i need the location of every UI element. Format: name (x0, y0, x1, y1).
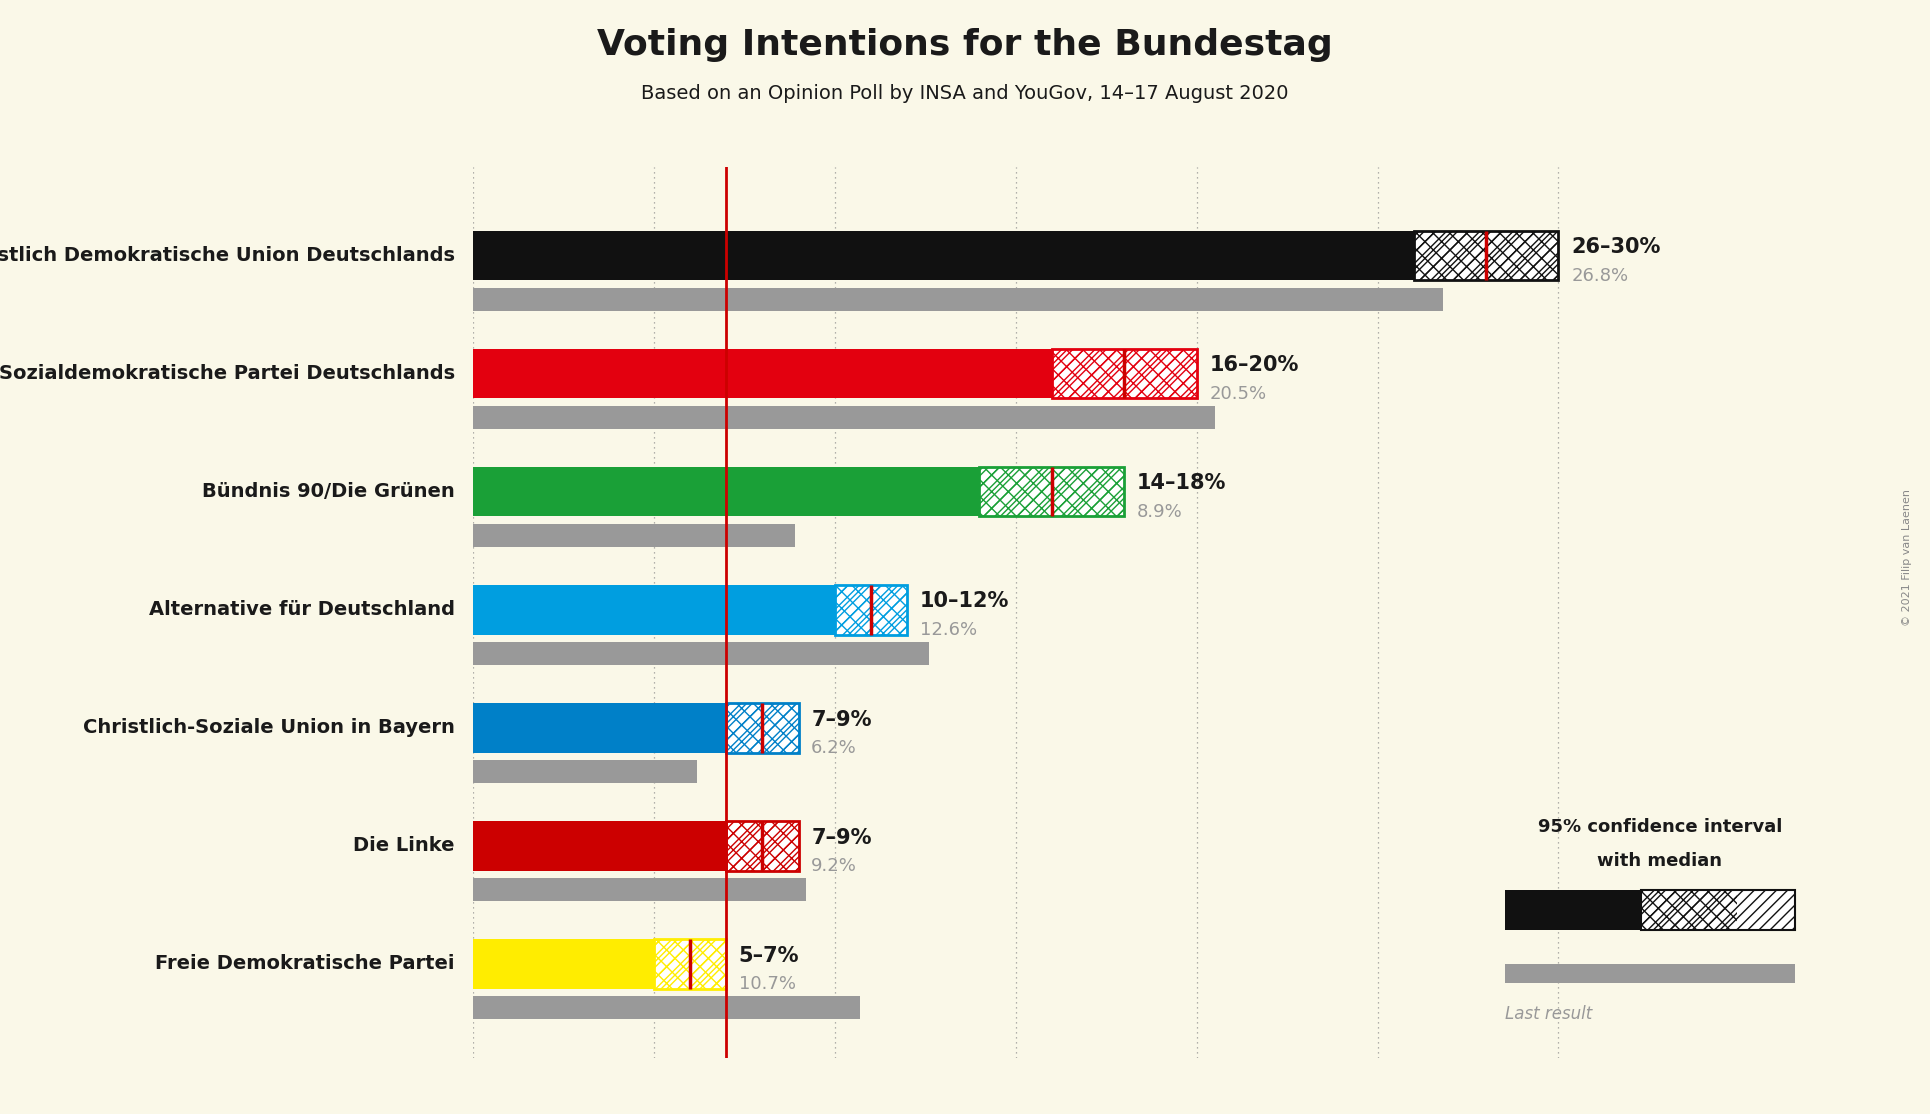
Text: 26.8%: 26.8% (1571, 266, 1629, 285)
Text: Based on an Opinion Poll by INSA and YouGov, 14–17 August 2020: Based on an Opinion Poll by INSA and You… (641, 84, 1289, 102)
Bar (473, 642, 928, 665)
Bar (834, 585, 907, 635)
Bar (979, 467, 1123, 517)
Bar (473, 405, 1214, 429)
Bar (473, 703, 726, 753)
Bar (473, 349, 1052, 399)
Text: 8.9%: 8.9% (1137, 502, 1183, 520)
Text: Christlich Demokratische Union Deutschlands: Christlich Demokratische Union Deutschla… (0, 246, 455, 265)
Text: Bündnis 90/Die Grünen: Bündnis 90/Die Grünen (203, 482, 455, 501)
Text: 14–18%: 14–18% (1137, 473, 1226, 494)
Bar (979, 467, 1123, 517)
Text: Last result: Last result (1505, 1006, 1592, 1024)
Bar (726, 821, 799, 871)
Text: with median: with median (1598, 852, 1722, 870)
Bar (654, 939, 726, 988)
Bar (1413, 231, 1558, 281)
Bar (654, 939, 726, 988)
Bar (1413, 231, 1558, 281)
Bar (1052, 349, 1197, 399)
Bar (1052, 349, 1197, 399)
Bar (979, 467, 1123, 517)
Text: 26–30%: 26–30% (1571, 237, 1660, 257)
Bar (1640, 890, 1737, 929)
Bar (726, 703, 799, 753)
Bar (1737, 890, 1795, 929)
Bar (834, 585, 907, 635)
Text: 9.2%: 9.2% (811, 857, 857, 874)
Bar (473, 939, 654, 988)
Text: 5–7%: 5–7% (739, 946, 799, 966)
Text: 10–12%: 10–12% (921, 592, 1009, 612)
Bar (1640, 890, 1737, 929)
Text: Alternative für Deutschland: Alternative für Deutschland (149, 600, 455, 619)
Bar (473, 821, 726, 871)
Text: 10.7%: 10.7% (739, 975, 795, 993)
Bar (473, 878, 805, 901)
Bar (1505, 964, 1795, 984)
Text: 20.5%: 20.5% (1210, 384, 1266, 403)
Bar (726, 821, 799, 871)
Bar (726, 821, 799, 871)
Bar (726, 821, 799, 871)
Text: Freie Demokratische Partei: Freie Demokratische Partei (154, 955, 455, 974)
Bar (979, 467, 1123, 517)
Bar (473, 585, 834, 635)
Bar (1505, 890, 1640, 929)
Text: 6.2%: 6.2% (811, 739, 857, 756)
Bar (473, 467, 979, 517)
Bar (473, 996, 861, 1019)
Bar (1413, 231, 1558, 281)
Bar (1413, 231, 1558, 281)
Bar (726, 703, 799, 753)
Text: 7–9%: 7–9% (811, 710, 872, 730)
Bar (473, 231, 1413, 281)
Bar (654, 939, 726, 988)
Bar (834, 585, 907, 635)
Text: 16–20%: 16–20% (1210, 355, 1299, 375)
Text: Voting Intentions for the Bundestag: Voting Intentions for the Bundestag (596, 28, 1334, 62)
Text: Sozialdemokratische Partei Deutschlands: Sozialdemokratische Partei Deutschlands (0, 364, 455, 383)
Text: 7–9%: 7–9% (811, 828, 872, 848)
Bar (1640, 890, 1795, 929)
Bar (726, 703, 799, 753)
Bar (473, 760, 697, 783)
Text: 12.6%: 12.6% (921, 620, 977, 638)
Bar (726, 703, 799, 753)
Text: Die Linke: Die Linke (353, 837, 455, 856)
Text: Christlich-Soziale Union in Bayern: Christlich-Soziale Union in Bayern (83, 719, 455, 737)
Bar (1052, 349, 1197, 399)
Bar (654, 939, 726, 988)
Bar (1052, 349, 1197, 399)
Bar (473, 287, 1442, 311)
Bar (834, 585, 907, 635)
Bar (473, 524, 795, 547)
Text: © 2021 Filip van Laenen: © 2021 Filip van Laenen (1901, 489, 1913, 625)
Text: 95% confidence interval: 95% confidence interval (1538, 818, 1781, 836)
